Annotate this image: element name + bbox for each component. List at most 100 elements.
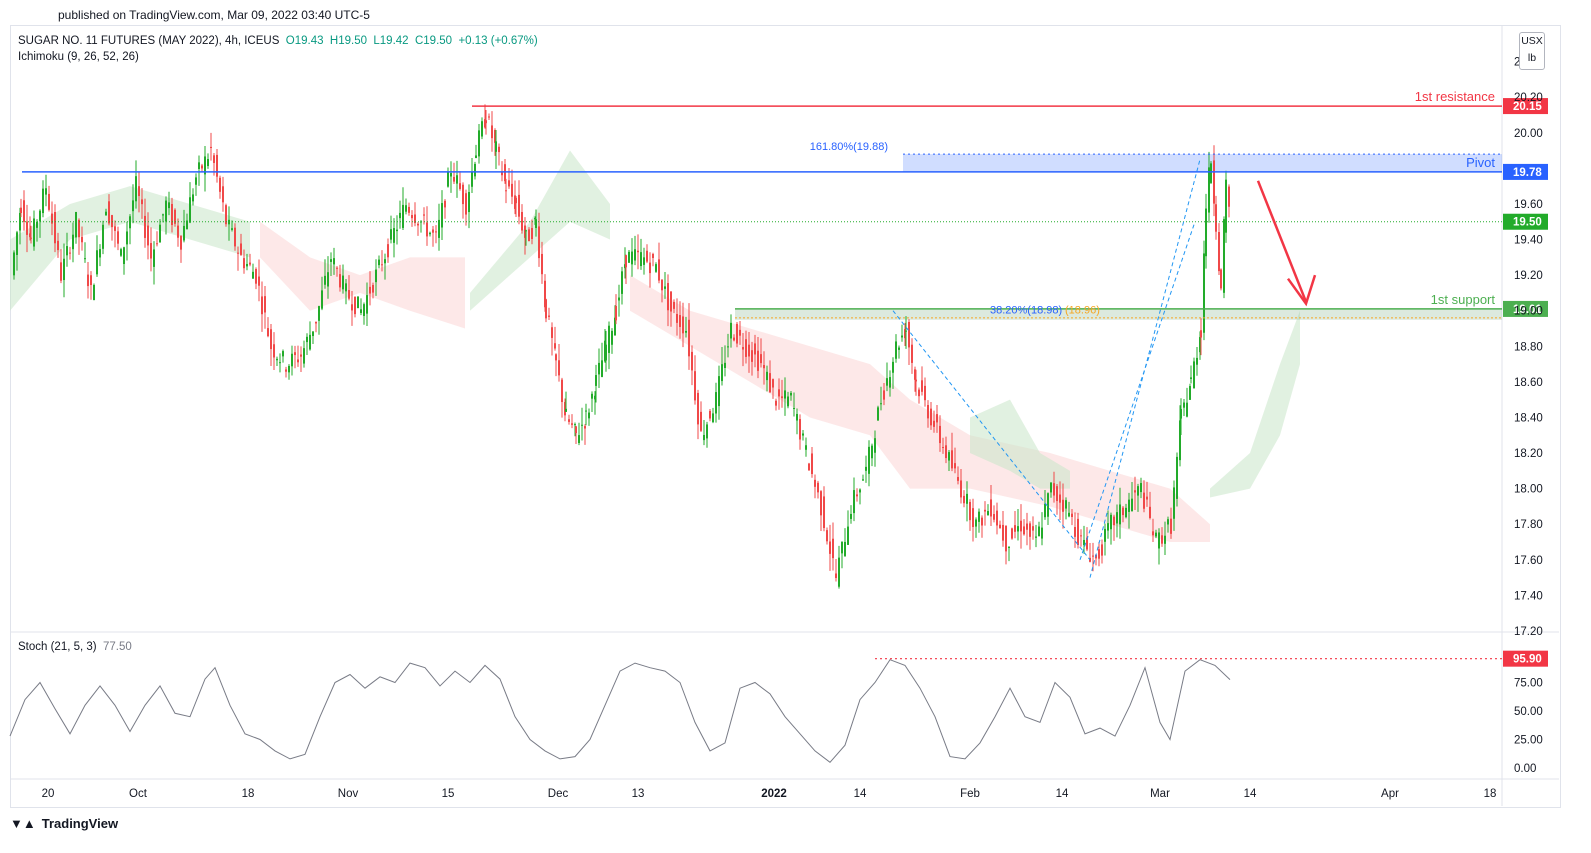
ohlc-low: L19.42 bbox=[373, 35, 409, 47]
candle-body bbox=[1005, 525, 1007, 552]
candle-body bbox=[856, 494, 858, 497]
candle-body bbox=[1140, 483, 1142, 493]
candle-body bbox=[267, 328, 269, 337]
candle-body bbox=[441, 203, 443, 228]
candle-body bbox=[963, 495, 965, 504]
tradingview-logo[interactable]: ▼▲ TradingView bbox=[10, 816, 118, 831]
stoch-legend[interactable]: Stoch (21, 5, 3) 77.50 bbox=[18, 641, 132, 653]
candle-body bbox=[93, 284, 95, 300]
candle-body bbox=[628, 251, 630, 263]
candle-body bbox=[222, 186, 224, 203]
candle-body bbox=[1116, 512, 1118, 524]
candle-body bbox=[1113, 516, 1115, 526]
candle-body bbox=[667, 283, 669, 311]
price-tick-label: 17.80 bbox=[1514, 519, 1543, 531]
candle-body bbox=[911, 344, 913, 363]
price-label-box bbox=[1503, 213, 1548, 230]
candle-body bbox=[987, 511, 989, 516]
candle-body bbox=[718, 376, 720, 407]
candle-body bbox=[336, 267, 338, 269]
candle-body bbox=[468, 191, 470, 213]
candle-body bbox=[670, 291, 672, 312]
candle-body bbox=[1110, 514, 1112, 530]
candle-body bbox=[751, 350, 753, 362]
candle-body bbox=[381, 264, 383, 266]
candle-body bbox=[1008, 547, 1010, 549]
candle-body bbox=[584, 426, 586, 429]
price-tick-label: 19.20 bbox=[1514, 270, 1543, 282]
candle-body bbox=[1208, 167, 1210, 213]
candle-body bbox=[1038, 526, 1040, 537]
candle-body bbox=[501, 171, 503, 176]
candle-body bbox=[366, 295, 368, 314]
time-tick-label: Nov bbox=[338, 788, 359, 800]
candle-body bbox=[975, 519, 977, 527]
candle-body bbox=[1068, 512, 1070, 517]
candle-body bbox=[757, 350, 759, 371]
candle-body bbox=[721, 364, 723, 382]
candle-body bbox=[20, 207, 22, 213]
candle-body bbox=[1002, 524, 1004, 541]
candle-body bbox=[1053, 483, 1055, 496]
candle-body bbox=[26, 221, 28, 235]
candle-body bbox=[1014, 525, 1016, 532]
candle-body bbox=[363, 304, 365, 316]
candle-body bbox=[393, 228, 395, 243]
candle-body bbox=[429, 232, 431, 235]
candle-body bbox=[621, 271, 623, 294]
candle-body bbox=[285, 369, 287, 372]
ichimoku-cloud-bullish bbox=[1210, 310, 1300, 498]
tradingview-logo-icon: ▼▲ bbox=[10, 816, 36, 831]
candle-body bbox=[186, 220, 188, 230]
candle-body bbox=[315, 321, 317, 324]
candle-body bbox=[673, 301, 675, 309]
candle-body bbox=[1205, 208, 1207, 257]
candle-body bbox=[294, 352, 296, 356]
candle-body bbox=[1128, 499, 1130, 512]
candle-body bbox=[847, 526, 849, 545]
stoch-line bbox=[9, 659, 1231, 763]
candle-body bbox=[42, 188, 44, 214]
candle-body bbox=[1193, 361, 1195, 389]
price-tick-label: 17.20 bbox=[1514, 626, 1543, 638]
candle-body bbox=[258, 276, 260, 286]
candle-body bbox=[1119, 504, 1121, 525]
candle-body bbox=[868, 446, 870, 474]
candle-body bbox=[545, 299, 547, 319]
time-tick-label: Mar bbox=[1150, 788, 1170, 800]
candle-body bbox=[1050, 482, 1052, 493]
unit-selector[interactable]: USX lb bbox=[1519, 32, 1545, 70]
candle-body bbox=[1213, 160, 1215, 204]
candle-body bbox=[471, 171, 473, 187]
candle-body bbox=[775, 400, 777, 406]
candle-body bbox=[652, 253, 654, 259]
candle-body bbox=[1149, 506, 1151, 519]
candle-body bbox=[945, 445, 947, 459]
candle-body bbox=[63, 258, 65, 281]
candle-body bbox=[996, 510, 998, 526]
candle-body bbox=[204, 156, 206, 175]
candle-body bbox=[682, 316, 684, 334]
candle-body bbox=[29, 233, 31, 238]
candle-body bbox=[901, 335, 903, 338]
price-tick-label: 20.20 bbox=[1514, 92, 1543, 104]
ohlc-high: H19.50 bbox=[329, 35, 367, 47]
candle-body bbox=[189, 197, 191, 223]
candle-body bbox=[312, 331, 314, 337]
candle-body bbox=[555, 354, 557, 361]
stoch-label-text: 95.90 bbox=[1513, 654, 1542, 666]
candle-body bbox=[264, 296, 266, 313]
candle-body bbox=[1223, 219, 1225, 293]
candle-body bbox=[75, 211, 77, 238]
candle-body bbox=[255, 269, 257, 284]
candle-body bbox=[748, 344, 750, 357]
candle-body bbox=[495, 141, 497, 152]
candle-body bbox=[402, 204, 404, 228]
candle-body bbox=[330, 259, 332, 262]
candle-body bbox=[631, 251, 633, 265]
time-tick-label: 15 bbox=[442, 788, 455, 800]
candle-body bbox=[475, 155, 477, 159]
indicator-legend[interactable]: Ichimoku (9, 26, 52, 26) bbox=[18, 51, 139, 63]
candle-body bbox=[96, 250, 98, 275]
